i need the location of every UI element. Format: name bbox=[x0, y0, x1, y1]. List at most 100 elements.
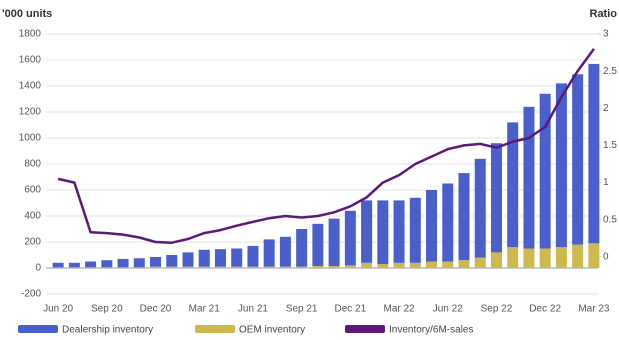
y2-tick-label: 0.5 bbox=[603, 214, 617, 225]
bar-segment bbox=[166, 255, 178, 267]
bar-segment bbox=[133, 267, 145, 268]
bar-segment bbox=[85, 261, 97, 268]
y2-tick-label: 2 bbox=[603, 103, 609, 114]
bar-segment bbox=[231, 248, 243, 267]
bar-segment bbox=[214, 249, 226, 267]
x-tick-label: Mar 23 bbox=[578, 304, 610, 315]
bar-segment bbox=[166, 266, 178, 268]
bar-segment bbox=[426, 190, 438, 262]
legend-label: Inventory/6M-sales bbox=[389, 325, 473, 336]
bar-segment bbox=[442, 183, 454, 262]
y-tick-label: 600 bbox=[24, 185, 41, 196]
bar-segment bbox=[52, 267, 64, 268]
y2-tick-label: 3 bbox=[603, 29, 609, 40]
bar-segment bbox=[572, 244, 584, 268]
legend-label: OEM inventory bbox=[239, 325, 305, 336]
bar-segment bbox=[409, 262, 421, 268]
line-series bbox=[57, 48, 595, 244]
bar-segment bbox=[555, 247, 567, 268]
x-tick-label: Jun 20 bbox=[43, 304, 73, 315]
bar-segment bbox=[68, 262, 80, 268]
bar-segment bbox=[198, 266, 210, 268]
bar-segment bbox=[572, 74, 584, 245]
legend-swatch bbox=[18, 325, 58, 333]
bar-segment bbox=[182, 252, 194, 267]
bar-segment bbox=[507, 122, 519, 248]
bar-segment bbox=[328, 266, 340, 268]
bar-segment bbox=[247, 266, 259, 268]
y2-tick-label: 2.5 bbox=[603, 66, 617, 77]
bar-segment bbox=[442, 261, 454, 268]
bar-segment bbox=[150, 266, 162, 268]
x-tick-label: Mar 21 bbox=[189, 304, 221, 315]
y2-axis-title: Ratio bbox=[590, 8, 618, 20]
bar-segment bbox=[85, 267, 97, 268]
y-tick-label: 800 bbox=[24, 159, 41, 170]
bar-segment bbox=[490, 143, 502, 253]
bar-segment bbox=[296, 266, 308, 268]
bar-segment bbox=[263, 266, 275, 268]
y-tick-label: 0 bbox=[35, 263, 41, 274]
bar-segment bbox=[393, 262, 405, 268]
legend-label: Dealership inventory bbox=[62, 325, 153, 336]
y-tick-label: 1200 bbox=[19, 107, 42, 118]
y-tick-label: 1600 bbox=[19, 55, 42, 66]
y-tick-label: -200 bbox=[21, 289, 41, 300]
y2-tick-label: 0 bbox=[603, 251, 609, 262]
x-tick-label: Sep 22 bbox=[481, 304, 513, 315]
bar-segment bbox=[474, 257, 486, 268]
bar-segment bbox=[279, 236, 291, 267]
bar-segment bbox=[426, 261, 438, 268]
bar-segment bbox=[377, 200, 389, 265]
bar-segment bbox=[409, 197, 421, 263]
y-tick-label: 400 bbox=[24, 211, 41, 222]
legend-swatch bbox=[345, 325, 385, 333]
bar-segment bbox=[539, 93, 551, 249]
bar-segment bbox=[214, 266, 226, 268]
y2-tick-label: 1.5 bbox=[603, 140, 617, 151]
bar-segment bbox=[52, 262, 64, 268]
bar-segment bbox=[68, 267, 80, 268]
x-tick-label: Dec 21 bbox=[335, 304, 367, 315]
x-tick-label: Jun 21 bbox=[238, 304, 268, 315]
y-axis-title: '000 units bbox=[2, 8, 52, 20]
bar-segment bbox=[263, 239, 275, 267]
bar-segment bbox=[588, 243, 600, 268]
bar-segment bbox=[344, 265, 356, 268]
bar-segment bbox=[555, 83, 567, 248]
bar-segment bbox=[198, 249, 210, 267]
legend-swatch bbox=[195, 325, 235, 333]
bar-segment bbox=[361, 200, 373, 263]
bar-segment bbox=[231, 266, 243, 268]
bar-segment bbox=[474, 158, 486, 258]
bar-segment bbox=[296, 229, 308, 267]
bar-segment bbox=[182, 266, 194, 268]
bar-segment bbox=[361, 262, 373, 268]
bar-segment bbox=[101, 267, 113, 268]
bar-segment bbox=[507, 247, 519, 268]
bar-segment bbox=[101, 260, 113, 268]
x-tick-label: Jun 22 bbox=[433, 304, 463, 315]
bar-segment bbox=[523, 248, 535, 268]
bar-segment bbox=[458, 260, 470, 268]
x-tick-label: Sep 20 bbox=[91, 304, 123, 315]
bar-segment bbox=[588, 63, 600, 244]
bar-segment bbox=[133, 258, 145, 268]
bar-segment bbox=[393, 200, 405, 263]
bar-segment bbox=[279, 266, 291, 268]
bar-segment bbox=[458, 173, 470, 261]
x-tick-label: Dec 20 bbox=[140, 304, 172, 315]
bar-segment bbox=[523, 106, 535, 249]
x-tick-label: Dec 22 bbox=[529, 304, 561, 315]
bar-segment bbox=[490, 252, 502, 268]
bar-segment bbox=[377, 264, 389, 268]
bar-segment bbox=[312, 266, 324, 268]
bar-segment bbox=[312, 223, 324, 267]
x-tick-label: Mar 22 bbox=[383, 304, 415, 315]
bar-segment bbox=[328, 218, 340, 267]
y-tick-label: 1800 bbox=[19, 29, 42, 40]
bar-segment bbox=[117, 258, 129, 268]
y-tick-label: 1400 bbox=[19, 81, 42, 92]
bar-segment bbox=[247, 245, 259, 267]
